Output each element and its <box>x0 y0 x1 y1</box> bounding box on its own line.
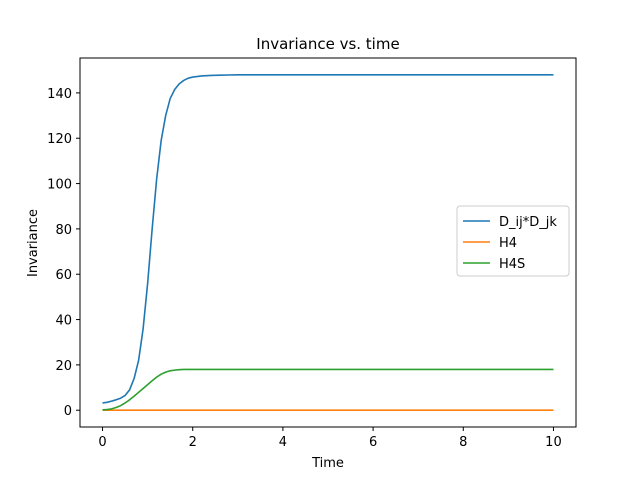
x-tick-label: 10 <box>545 435 562 450</box>
chart-title: Invariance vs. time <box>256 35 399 53</box>
series-lines <box>102 73 554 412</box>
y-tick-label: 40 <box>55 314 72 329</box>
y-axis: 0 20 40 60 80 100 120 140 <box>47 87 80 419</box>
y-tick-label: 60 <box>55 268 72 283</box>
y-tick-label: 120 <box>47 132 72 147</box>
y-axis-label: Invariance <box>26 209 41 277</box>
legend-label: H4 <box>499 236 517 251</box>
x-axis: 0 2 4 6 8 10 <box>98 427 562 450</box>
legend-box <box>456 205 570 277</box>
y-tick-label: 140 <box>47 87 72 102</box>
legend-label: H4S <box>499 257 525 272</box>
series-line-3 <box>102 368 554 411</box>
plot-frame <box>79 57 577 428</box>
legend: D_ij*D_jk H4 H4S <box>456 205 570 277</box>
x-axis-label: Time <box>311 456 344 471</box>
x-tick-label: 2 <box>189 435 197 450</box>
series-line-1 <box>102 73 554 404</box>
y-tick-label: 80 <box>55 223 72 238</box>
y-tick-label: 100 <box>47 178 72 193</box>
y-tick-label: 0 <box>64 404 72 419</box>
x-tick-label: 4 <box>279 435 287 450</box>
legend-label: D_ij*D_jk <box>499 215 557 230</box>
y-tick-label: 20 <box>55 359 72 374</box>
x-tick-label: 8 <box>459 435 467 450</box>
x-tick-label: 6 <box>369 435 377 450</box>
x-tick-label: 0 <box>98 435 106 450</box>
